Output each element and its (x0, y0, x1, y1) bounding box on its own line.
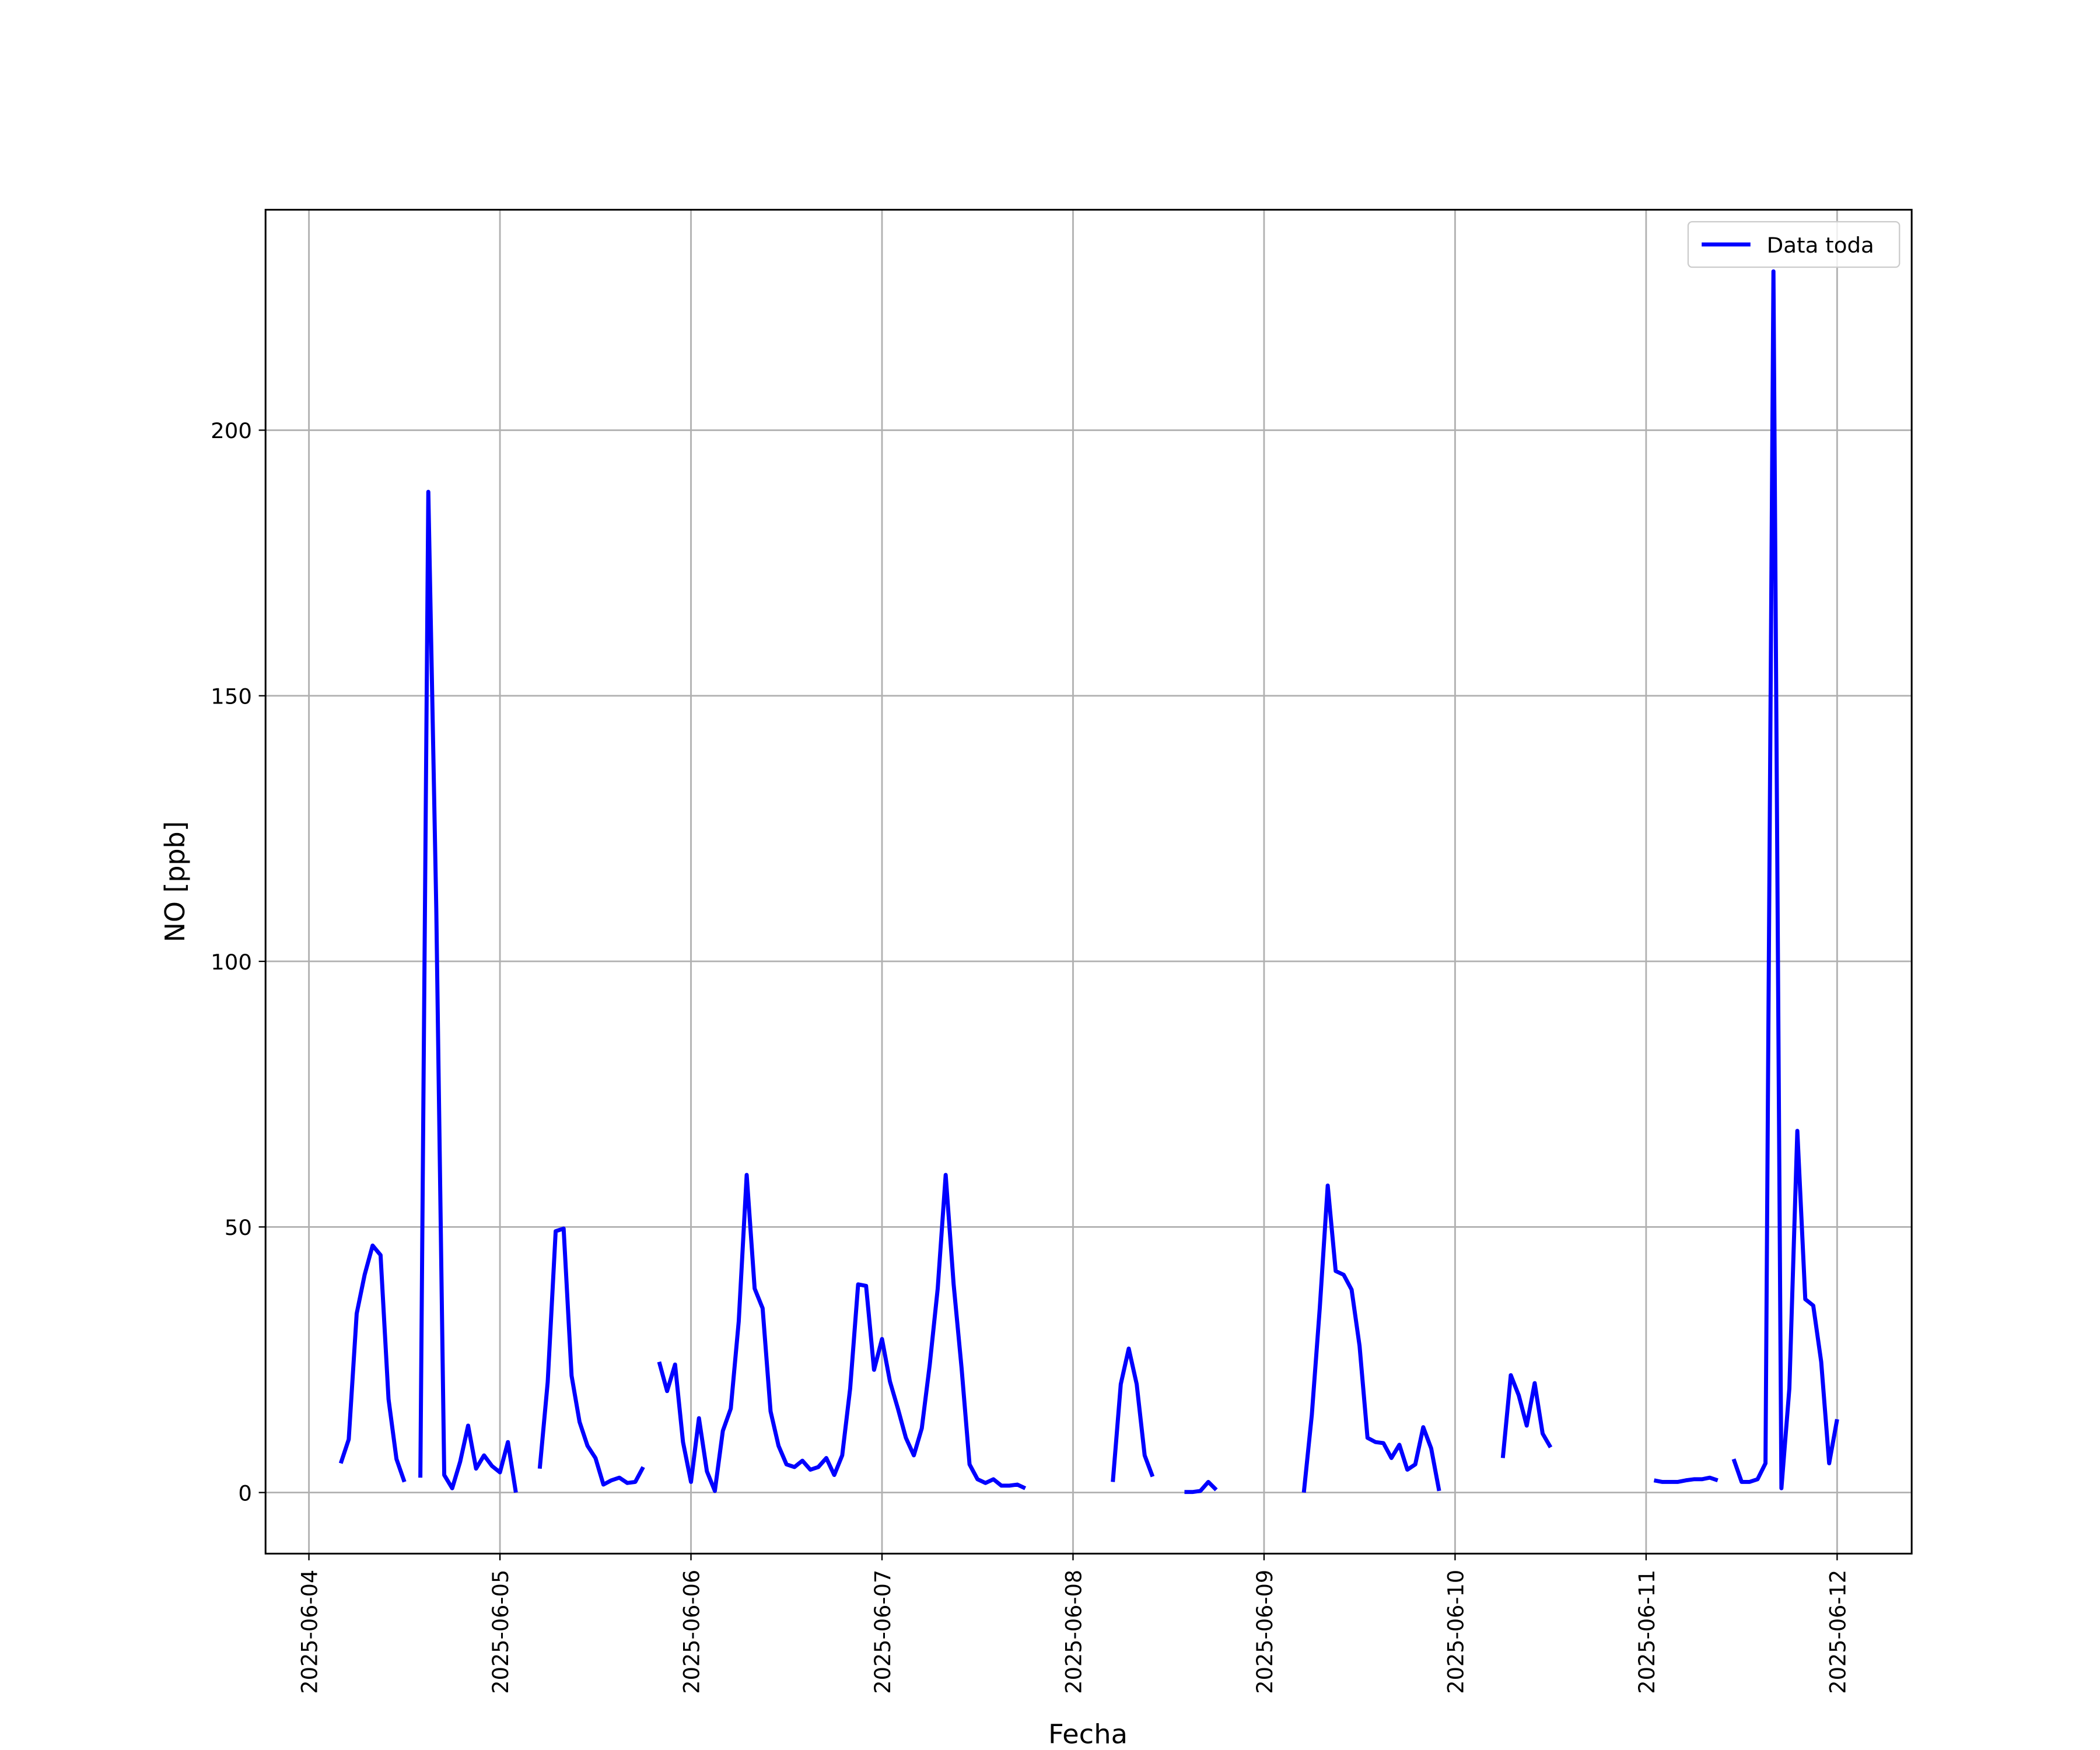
x-tick-label: 2025-06-11 (1634, 1570, 1660, 1694)
x-tick-label: 2025-06-10 (1443, 1570, 1468, 1694)
y-tick-label: 0 (238, 1481, 252, 1506)
x-tick-label: 2025-06-04 (297, 1570, 322, 1694)
data-line (338, 269, 1839, 1494)
y-tick-label: 150 (211, 684, 252, 709)
x-tick-label: 2025-06-07 (870, 1570, 895, 1694)
x-tick-label: 2025-06-05 (488, 1570, 513, 1694)
legend-box (1687, 221, 1901, 268)
legend: Data toda (1687, 221, 1901, 268)
x-tick-label: 2025-06-12 (1825, 1570, 1850, 1694)
y-tick-label: 200 (211, 418, 252, 443)
x-tick-label: 2025-06-09 (1252, 1570, 1278, 1694)
x-tick-label: 2025-06-06 (679, 1570, 704, 1694)
x-axis-label: Fecha (1048, 1718, 1128, 1750)
legend-label: Data toda (1767, 233, 1874, 258)
y-axis-label: NO [ppb] (159, 821, 191, 943)
plot-frame (264, 209, 1913, 1555)
y-tick-label: 100 (211, 950, 252, 975)
y-tick-label: 50 (225, 1215, 252, 1240)
x-tick-label: 2025-06-08 (1061, 1570, 1086, 1694)
